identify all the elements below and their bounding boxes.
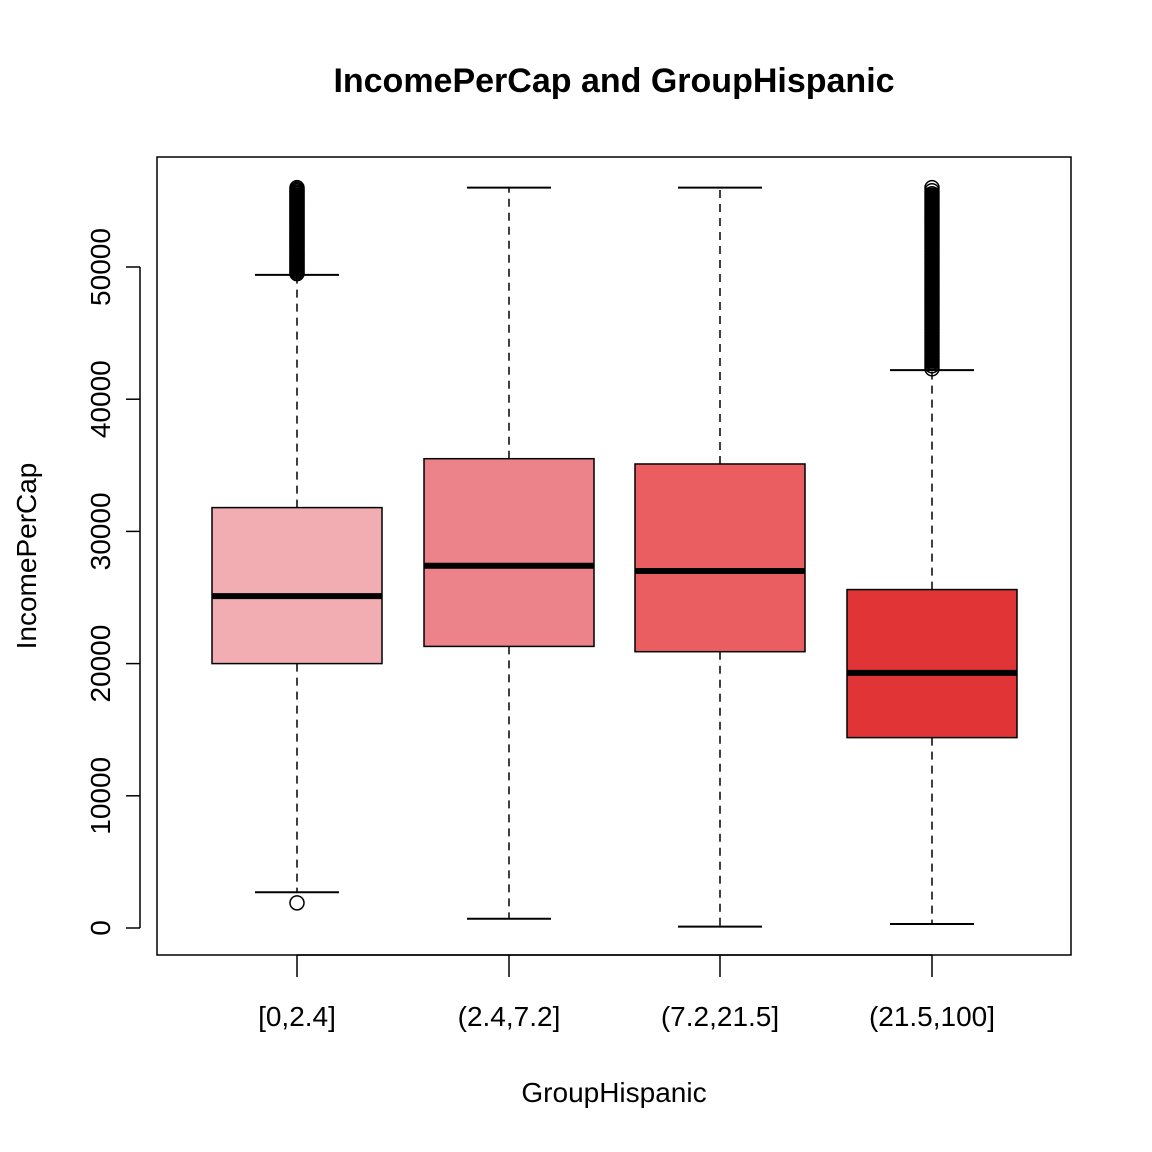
x-tick-label: [0,2.4]	[258, 1001, 336, 1032]
box-iqr	[423, 457, 595, 648]
outlier-cluster	[926, 187, 938, 369]
y-tick-label: 30000	[85, 492, 116, 570]
x-tick-label: (7.2,21.5]	[661, 1001, 779, 1032]
outlier-cluster	[291, 187, 303, 274]
x-axis-label: GroupHispanic	[521, 1077, 706, 1108]
box-group	[846, 179, 1018, 926]
x-tick-label: (2.4,7.2]	[458, 1001, 561, 1032]
y-tick-label: 40000	[85, 360, 116, 438]
box-iqr	[634, 463, 806, 653]
chart-title: IncomePerCap and GroupHispanic	[333, 62, 894, 100]
y-axis: 0 10000 20000 30000 40000 50000	[85, 228, 141, 936]
x-axis: [0,2.4] (2.4,7.2] (7.2,21.5] (21.5,100]	[258, 954, 995, 1032]
box-group	[211, 179, 383, 911]
box-group	[423, 186, 595, 920]
x-tick-label: (21.5,100]	[869, 1001, 995, 1032]
y-axis-label: IncomePerCap	[11, 463, 42, 650]
y-tick-label: 10000	[85, 757, 116, 835]
box-iqr	[846, 588, 1018, 739]
box-group	[634, 186, 806, 928]
plot-marks	[211, 179, 1018, 928]
y-tick-label: 50000	[85, 228, 116, 306]
outlier-point	[289, 895, 305, 911]
y-tick-label: 0	[85, 920, 116, 936]
box-iqr	[211, 506, 383, 665]
y-tick-label: 20000	[85, 625, 116, 703]
